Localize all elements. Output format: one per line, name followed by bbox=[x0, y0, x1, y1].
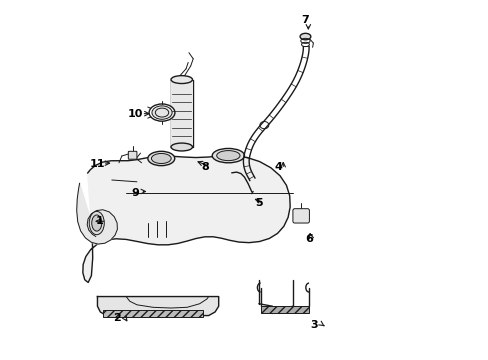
Text: 11: 11 bbox=[89, 159, 105, 169]
Polygon shape bbox=[171, 80, 192, 147]
Ellipse shape bbox=[216, 150, 240, 161]
Text: 6: 6 bbox=[305, 234, 312, 244]
Text: 10: 10 bbox=[127, 109, 142, 119]
FancyBboxPatch shape bbox=[128, 151, 137, 159]
Ellipse shape bbox=[151, 153, 171, 163]
Ellipse shape bbox=[171, 76, 192, 84]
FancyBboxPatch shape bbox=[292, 209, 309, 223]
Text: 3: 3 bbox=[310, 320, 318, 330]
Ellipse shape bbox=[212, 148, 244, 163]
Ellipse shape bbox=[89, 211, 104, 235]
Polygon shape bbox=[260, 306, 308, 314]
Text: 5: 5 bbox=[255, 198, 262, 208]
Text: 4: 4 bbox=[274, 162, 282, 172]
Polygon shape bbox=[97, 297, 218, 316]
Text: 2: 2 bbox=[113, 313, 121, 323]
Polygon shape bbox=[102, 310, 203, 317]
Text: 1: 1 bbox=[95, 216, 103, 226]
Polygon shape bbox=[77, 183, 117, 244]
Text: 8: 8 bbox=[201, 162, 208, 172]
Text: 9: 9 bbox=[131, 188, 139, 198]
Ellipse shape bbox=[92, 215, 102, 231]
Ellipse shape bbox=[152, 106, 172, 119]
Ellipse shape bbox=[171, 143, 192, 151]
Polygon shape bbox=[82, 156, 289, 283]
Ellipse shape bbox=[147, 151, 174, 166]
Text: 7: 7 bbox=[301, 15, 309, 26]
Ellipse shape bbox=[300, 33, 310, 40]
